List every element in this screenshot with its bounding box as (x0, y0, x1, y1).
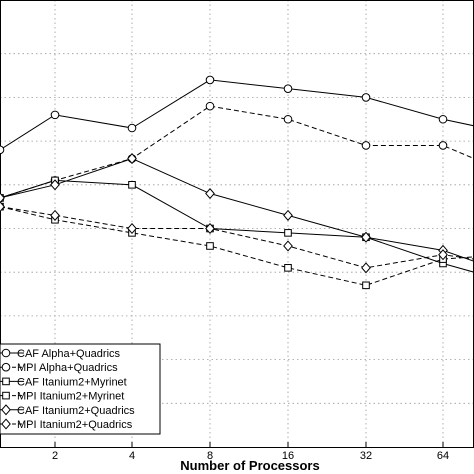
data-point (283, 209, 293, 221)
data-point (0, 201, 5, 213)
data-point (50, 209, 60, 221)
series-line (0, 179, 474, 273)
legend-marker (1, 348, 11, 358)
x-axis-ticks: 2 4 8 16 32 64 (52, 442, 449, 462)
data-point (283, 114, 293, 124)
data-point (127, 123, 137, 133)
data-point (127, 222, 137, 235)
data-point (362, 281, 370, 290)
data-point (283, 240, 293, 252)
series-0 (0, 75, 474, 155)
legend-marker (2, 391, 10, 400)
legend-entry: CAF Itanium2+Quadrics (0, 404, 135, 417)
data-point (438, 114, 448, 124)
data-point (361, 141, 371, 150)
x-tick-label: 64 (437, 450, 449, 462)
legend-marker (1, 418, 11, 430)
legend-box (0, 343, 161, 435)
legend-marker (2, 377, 10, 386)
legend-label: CAF Alpha+Quadrics (17, 348, 121, 360)
data-point (205, 222, 215, 235)
x-tick-label: 8 (207, 450, 213, 462)
legend-entry: MPI Itanium2+Quadrics (0, 418, 133, 431)
data-point (128, 181, 136, 189)
series-line (0, 206, 474, 286)
data-point (0, 145, 5, 155)
data-point (361, 231, 371, 243)
legend-label: MPI Itanium2+Myrinet (17, 391, 124, 403)
x-axis-label: Number of Processors (180, 458, 319, 473)
legend-entry: CAF Alpha+Quadrics (0, 348, 121, 360)
legend-entry: MPI Itanium2+Myrinet (0, 391, 124, 403)
legend-label: CAF Itanium2+Quadrics (17, 405, 135, 417)
data-point (50, 110, 60, 120)
data-point (361, 262, 371, 274)
legend-label: MPI Alpha+Quadrics (17, 362, 118, 374)
series-line (0, 79, 474, 151)
legend: CAF Alpha+Quadrics MPI Alpha+Quadrics CAF … (0, 343, 161, 435)
legend-entry: CAF Itanium2+Myrinet (0, 376, 127, 388)
x-tick-label: 4 (129, 450, 135, 462)
data-point (283, 84, 293, 93)
x-tick-label: 32 (360, 450, 372, 462)
legend-entry: MPI Alpha+Quadrics (0, 362, 118, 374)
data-point (0, 192, 5, 204)
legend-label: CAF Itanium2+Myrinet (17, 376, 127, 388)
x-tick-label: 2 (52, 450, 58, 462)
data-point (205, 187, 215, 200)
data-point (361, 93, 371, 102)
series-line (0, 158, 474, 262)
legend-marker (1, 362, 11, 372)
data-point (205, 101, 215, 111)
data-point (205, 75, 215, 85)
data-point (284, 264, 292, 272)
data-point (284, 229, 292, 237)
data-point (127, 153, 137, 165)
legend-label: MPI Itanium2+Quadrics (17, 419, 133, 431)
series-group (0, 75, 474, 290)
x-tick-label: 16 (282, 450, 294, 462)
data-point (206, 242, 214, 250)
series-line (0, 206, 474, 269)
series-5 (0, 201, 474, 274)
series-line (0, 105, 474, 199)
data-point (438, 249, 448, 261)
data-point (50, 179, 60, 191)
data-point (438, 141, 448, 150)
series-4 (0, 153, 474, 262)
legend-marker (1, 404, 11, 416)
